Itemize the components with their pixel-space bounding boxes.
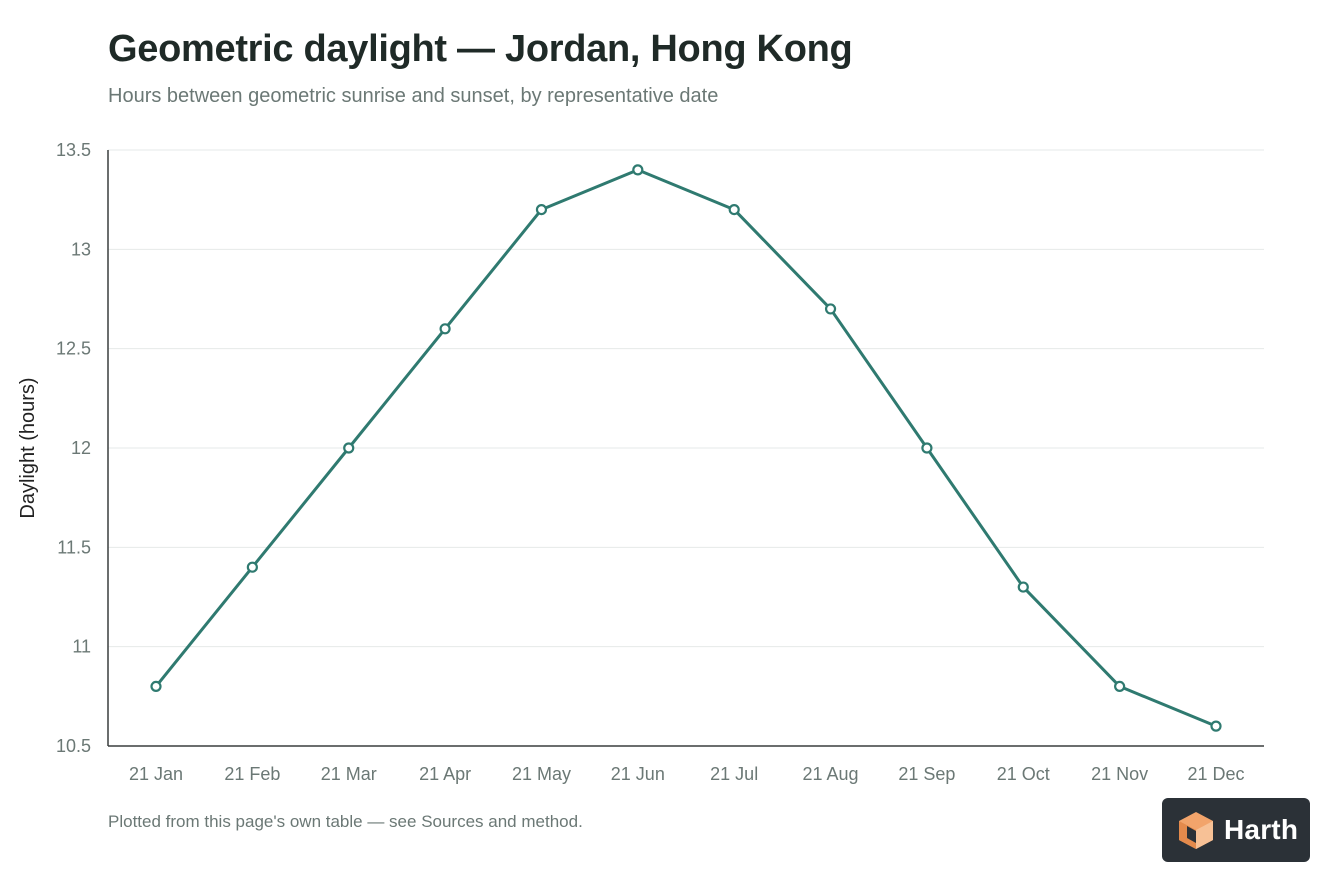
data-point[interactable]	[728, 204, 740, 216]
y-tick-label: 11.5	[57, 537, 91, 557]
chart-subtitle: Hours between geometric sunrise and suns…	[108, 85, 719, 107]
x-tick-label: 21 May	[512, 764, 571, 784]
data-points	[150, 164, 1222, 732]
chart-footnote: Plotted from this page's own table — see…	[108, 812, 583, 831]
y-tick-label: 12.5	[56, 339, 91, 359]
x-tick-label: 21 Jul	[710, 764, 758, 784]
x-tick-label: 21 Apr	[419, 764, 471, 784]
x-tick-label: 21 Dec	[1187, 764, 1244, 784]
grid-lines	[108, 149, 1264, 648]
data-point[interactable]	[150, 680, 162, 693]
data-point[interactable]	[1017, 581, 1029, 593]
y-tick-labels: 10.5 11 11.5 12 12.5 13 13.5	[56, 140, 91, 756]
daylight-series	[154, 168, 1218, 728]
y-tick-label: 13	[71, 239, 91, 259]
x-tick-label: 21 Aug	[803, 764, 859, 784]
data-point[interactable]	[1210, 720, 1222, 732]
x-tick-label: 21 Jan	[129, 764, 183, 784]
data-point[interactable]	[246, 561, 258, 573]
chart-title: Geometric daylight — Jordan, Hong Kong	[108, 28, 853, 70]
data-point[interactable]	[535, 204, 548, 216]
data-point[interactable]	[343, 442, 355, 454]
logo-text: Harth	[1224, 814, 1299, 845]
data-point[interactable]	[632, 164, 644, 176]
harth-logo[interactable]: Harth	[1162, 798, 1310, 862]
data-point[interactable]	[824, 303, 837, 315]
x-tick-label: 21 Sep	[898, 764, 955, 784]
data-point[interactable]	[439, 323, 451, 335]
x-tick-label: 21 Jun	[611, 764, 665, 784]
x-tick-label: 21 Feb	[224, 764, 280, 784]
y-tick-label: 11	[72, 637, 91, 657]
axes	[107, 150, 1264, 747]
data-point[interactable]	[921, 442, 933, 454]
x-tick-label: 21 Oct	[997, 764, 1050, 784]
x-tick-label: 21 Nov	[1091, 764, 1148, 784]
daylight-series-line	[154, 168, 1218, 728]
x-tick-label: 21 Mar	[321, 764, 377, 784]
y-axis-label: Daylight (hours)	[17, 377, 39, 518]
x-tick-labels: 21 Jan 21 Feb 21 Mar 21 Apr 21 May 21 Jun 21 J…	[129, 764, 1245, 784]
data-point[interactable]	[1114, 680, 1126, 693]
cube-logo-icon	[1179, 812, 1213, 849]
y-tick-label: 10.5	[56, 736, 91, 756]
y-tick-label: 13.5	[56, 140, 91, 160]
y-tick-label: 12	[71, 438, 91, 458]
